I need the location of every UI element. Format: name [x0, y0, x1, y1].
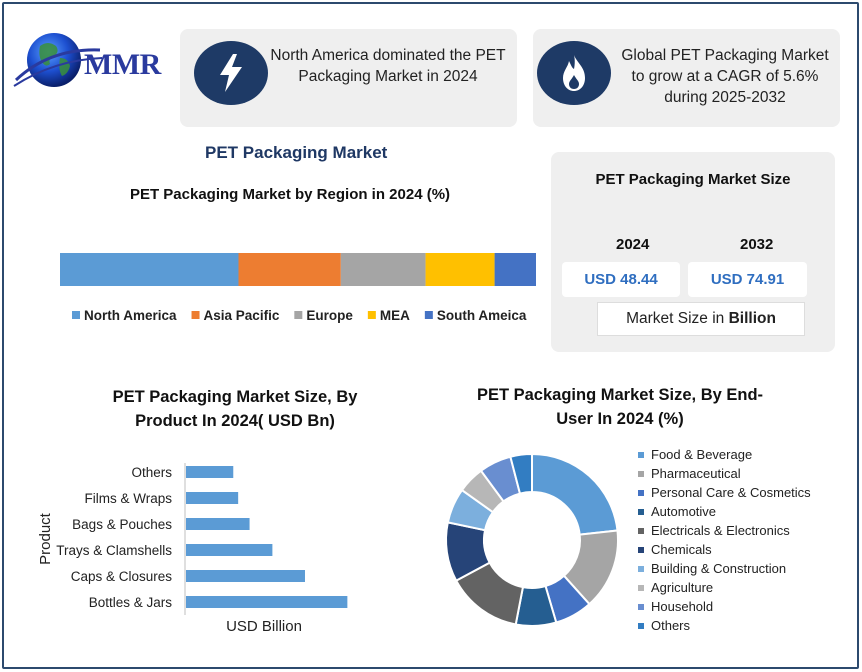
- legend-label: South Ameica: [437, 308, 527, 323]
- category-label: Caps & Closures: [71, 569, 173, 584]
- donut-slice: [531, 452, 619, 536]
- title-line: Product In 2024( USD Bn): [135, 412, 335, 430]
- globe-icon: [13, 33, 103, 87]
- title-line: PET Packaging Market Size, By: [112, 388, 358, 406]
- lightning-icon: [220, 54, 242, 92]
- region-bar-segment: [494, 253, 536, 286]
- legend-label: Food & Beverage: [651, 447, 752, 462]
- legend-swatch: [638, 566, 644, 572]
- legend-swatch: [638, 623, 644, 629]
- product-bar: [186, 518, 250, 530]
- legend-swatch: [638, 471, 644, 477]
- region-bar-segment: [60, 253, 239, 286]
- page-title: PET Packaging Market: [205, 143, 388, 162]
- logo-text: MMR: [84, 48, 161, 81]
- value-2024: USD 48.44: [562, 262, 680, 297]
- product-chart-title: PET Packaging Market Size, By Product In…: [70, 385, 400, 433]
- category-label: Trays & Clamshells: [56, 543, 172, 558]
- flame-icon: [563, 55, 585, 91]
- legend-swatch: [294, 311, 303, 319]
- title-line: User In 2024 (%): [556, 410, 684, 428]
- legend-label: Asia Pacific: [204, 308, 280, 323]
- unit-bold: Billion: [728, 310, 776, 327]
- value-2032: USD 74.91: [688, 262, 807, 297]
- info-text-line: Packaging Market in 2024: [298, 68, 478, 85]
- legend-label: Automotive: [651, 504, 716, 519]
- icon-badge: [537, 41, 611, 105]
- category-label: Bottles & Jars: [89, 595, 173, 610]
- category-label: Films & Wraps: [84, 491, 172, 506]
- legend-swatch: [638, 509, 644, 515]
- market-size-title: PET Packaging Market Size: [595, 171, 791, 188]
- year-2032-label: 2032: [740, 236, 774, 253]
- icon-badge: [194, 41, 268, 105]
- region-bar-segment: [340, 253, 426, 286]
- year-2024-label: 2024: [616, 236, 650, 253]
- info-text-1: North America dominated the PET Packagin…: [268, 45, 508, 87]
- legend-swatch: [638, 585, 644, 591]
- info-card-north-america: North America dominated the PET Packagin…: [180, 29, 517, 127]
- category-label: Others: [131, 465, 172, 480]
- product-bar: [186, 596, 348, 608]
- legend-swatch: [638, 490, 644, 496]
- legend-swatch: [424, 311, 433, 319]
- product-bar: [186, 570, 305, 582]
- legend-label: Building & Construction: [651, 561, 786, 576]
- y-axis-label: Product: [37, 512, 54, 565]
- region-bar-segment: [238, 253, 341, 286]
- legend-label: MEA: [380, 308, 410, 323]
- legend-label: North America: [84, 308, 177, 323]
- donut-slice: [509, 452, 533, 495]
- info-text-line: North America dominated the PET: [270, 47, 506, 64]
- legend-label: Chemicals: [651, 542, 712, 557]
- mmr-logo: MMR: [10, 28, 170, 98]
- legend-label: Others: [651, 618, 691, 633]
- unit-prefix: Market Size in: [626, 310, 729, 327]
- unit-label: Market Size in Billion: [597, 302, 805, 336]
- region-bar-segment: [425, 253, 495, 286]
- legend-swatch: [638, 528, 644, 534]
- legend-label: Agriculture: [651, 580, 713, 595]
- legend-swatch: [72, 311, 80, 319]
- legend-label: Pharmaceutical: [651, 466, 741, 481]
- info-text-line: during 2025-2032: [664, 89, 786, 106]
- category-label: Bags & Pouches: [72, 517, 172, 532]
- product-bar: [186, 466, 234, 478]
- info-text-line: Global PET Packaging Market: [621, 47, 829, 64]
- legend-swatch: [638, 604, 644, 610]
- legend-swatch: [367, 311, 376, 319]
- x-axis-label: USD Billion: [226, 618, 302, 635]
- legend-swatch: [638, 547, 644, 553]
- product-bar: [186, 492, 239, 504]
- legend-label: Europe: [306, 308, 353, 323]
- region-chart-title: PET Packaging Market by Region in 2024 (…: [129, 186, 451, 203]
- legend-label: Electricals & Electronics: [651, 523, 790, 538]
- title-line: PET Packaging Market Size, By End-: [476, 386, 764, 404]
- legend-label: Household: [651, 599, 713, 614]
- info-text-line: to grow at a CAGR of 5.6%: [631, 68, 819, 85]
- info-card-cagr: Global PET Packaging Market to grow at a…: [533, 29, 840, 127]
- legend-swatch: [191, 311, 200, 319]
- product-bar: [186, 544, 273, 556]
- info-text-2: Global PET Packaging Market to grow at a…: [615, 45, 835, 108]
- legend-label: Personal Care & Cosmetics: [651, 485, 811, 500]
- market-size-card: PET Packaging Market Size 2024 2032 USD …: [551, 152, 835, 352]
- enduser-chart-title: PET Packaging Market Size, By End- User …: [440, 383, 800, 431]
- legend-swatch: [638, 452, 644, 458]
